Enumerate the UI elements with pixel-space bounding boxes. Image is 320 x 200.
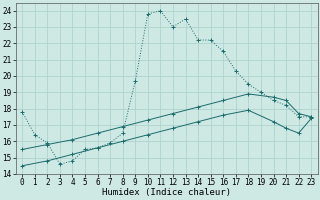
X-axis label: Humidex (Indice chaleur): Humidex (Indice chaleur) bbox=[102, 188, 231, 197]
